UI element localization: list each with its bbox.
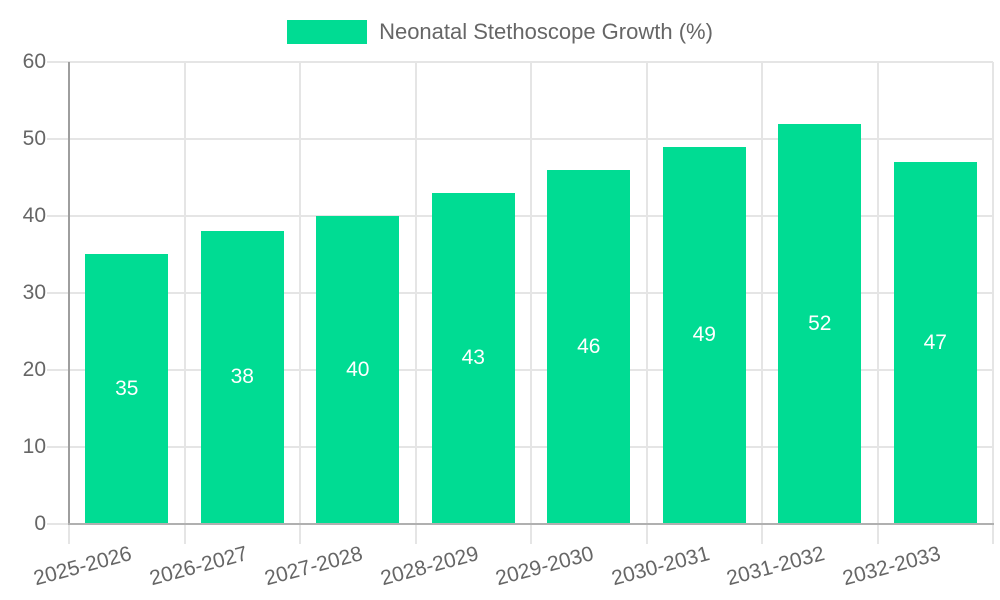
bar-value-label: 47 [923,330,947,354]
bar[interactable] [893,161,977,524]
bar-value-label: 35 [115,376,139,400]
bar-value-label: 49 [692,323,716,347]
x-axis-tick-label: 2027-2028 [262,542,366,591]
y-axis-tick-label: 60 [22,50,46,73]
x-axis-tick-label: 2030-2031 [608,542,712,591]
x-axis-tick-label: 2031-2032 [724,542,828,591]
x-axis-tick-mark [414,523,417,544]
y-axis-tick-mark [47,368,69,371]
x-axis-tick-label: 2026-2027 [146,542,250,591]
x-axis-tick-label: 2029-2030 [493,542,597,591]
x-axis-tick-label: 2025-2026 [31,542,135,591]
gridline-vertical [414,62,417,524]
x-axis-tick-mark [183,523,186,544]
legend-label[interactable]: Neonatal Stethoscope Growth (%) [379,19,713,44]
x-axis-tick-mark [992,523,994,544]
bar[interactable] [431,192,515,524]
y-axis-tick-mark [47,61,69,63]
x-axis-tick-label: 2032-2033 [839,542,943,591]
x-axis-tick-mark [645,523,648,544]
y-axis-tick-mark [47,522,69,525]
y-axis-tick-label: 0 [34,511,46,535]
gridline-vertical [645,62,648,524]
x-axis-tick-label: 2028-2029 [377,542,481,591]
gridline-vertical [761,62,763,524]
gridline-vertical [876,62,879,524]
bar[interactable] [662,146,746,524]
y-axis-tick-label: 20 [22,357,46,381]
gridline-vertical [992,62,994,524]
y-axis-tick-mark [47,445,69,448]
y-axis-tick-mark [47,137,69,140]
x-axis-tick-mark [68,523,70,544]
bar-value-label: 52 [808,311,832,335]
x-axis-tick-mark [761,523,763,544]
bar-value-label: 43 [461,346,485,370]
bar[interactable] [778,123,862,524]
y-axis-tick-label: 10 [22,434,46,458]
x-axis-tick-mark [299,523,301,544]
legend-swatch[interactable] [287,20,368,44]
gridline-vertical [299,62,301,524]
bar[interactable] [200,231,284,524]
bar-value-label: 38 [230,365,254,389]
bar[interactable] [85,254,169,524]
x-axis-tick-mark [530,523,532,544]
y-axis-tick-label: 40 [22,203,46,227]
gridline-vertical [530,62,532,524]
x-axis-tick-mark [876,523,879,544]
bar[interactable] [316,215,400,524]
y-axis-tick-mark [47,291,69,294]
bar-value-label: 40 [346,357,370,381]
gridline-vertical [183,62,186,524]
y-axis-tick-mark [47,214,69,217]
x-axis-line [68,522,994,525]
bar[interactable] [547,169,631,524]
y-axis-line [68,62,70,524]
legend[interactable]: Neonatal Stethoscope Growth (%) [0,19,1000,45]
bar-value-label: 46 [577,334,601,358]
y-axis-tick-label: 30 [22,280,46,304]
y-axis-tick-label: 50 [22,126,46,150]
